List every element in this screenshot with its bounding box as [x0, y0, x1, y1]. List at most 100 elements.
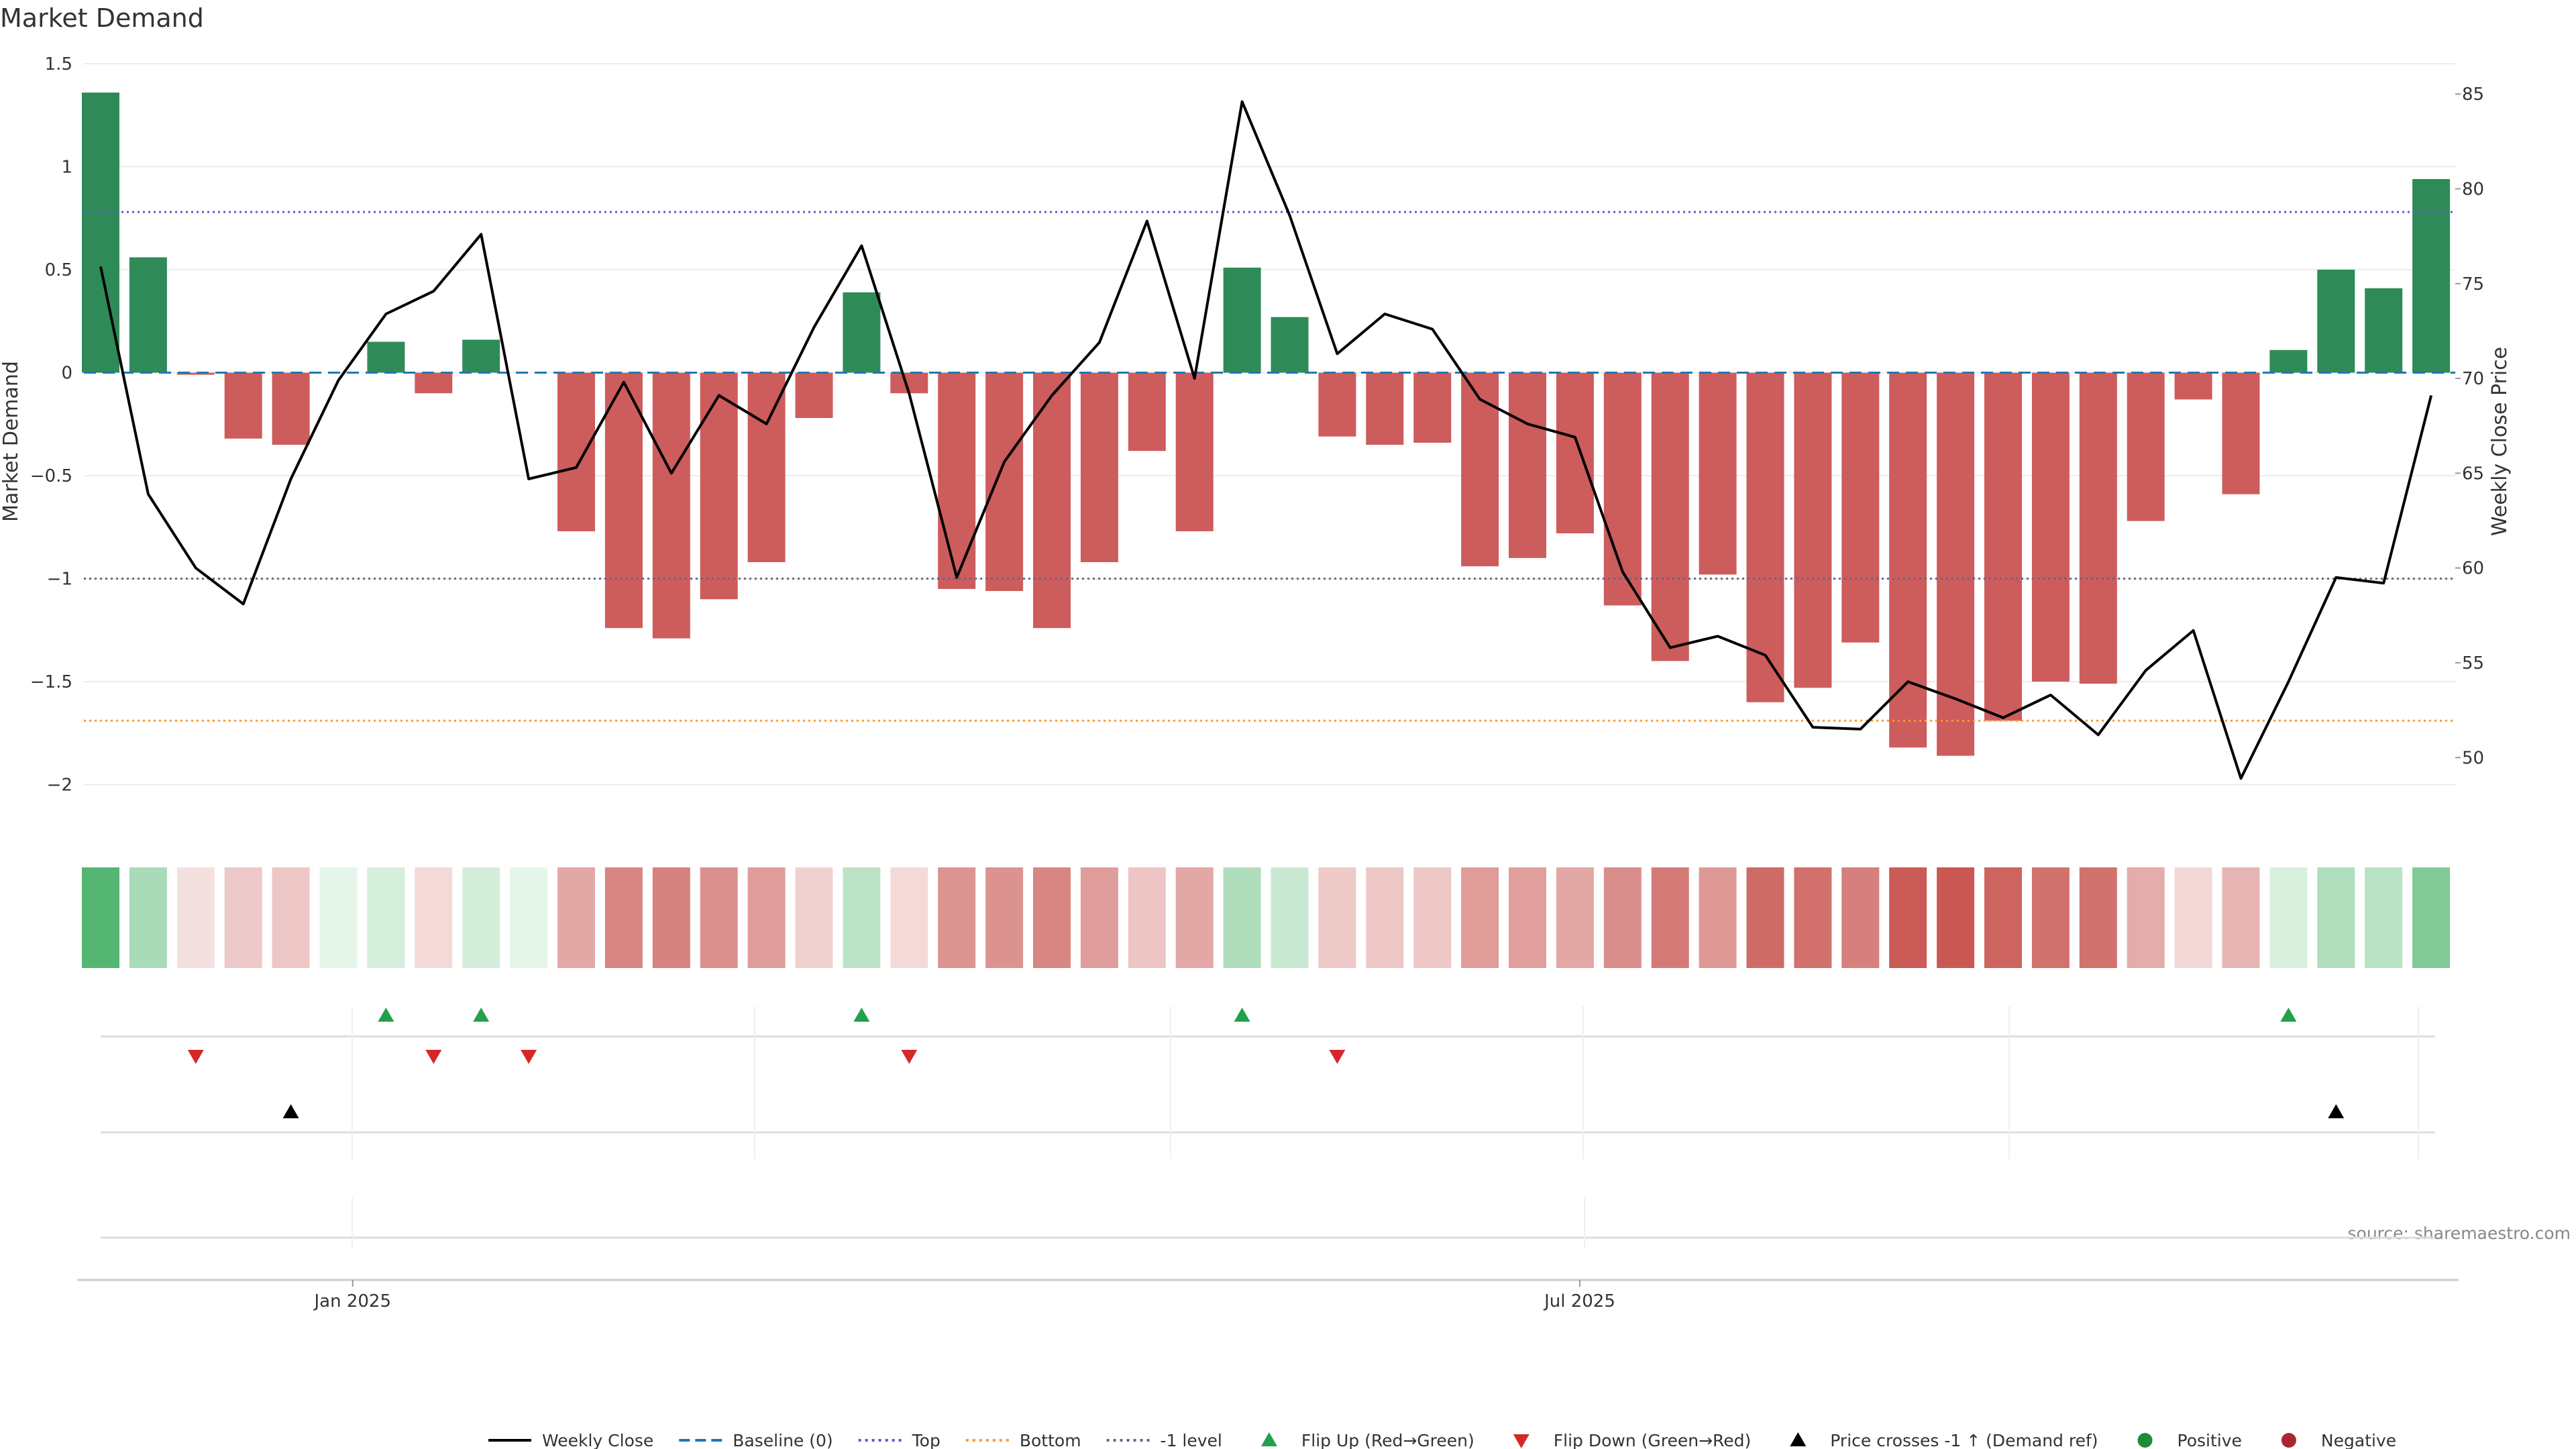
demand-price-panel: 1.5 1 0.5 0 −0.5 −1 −1.5 −2 85 80 75 70 65 60 55 50	[30, 54, 2484, 796]
positive-demand-bar	[462, 339, 500, 373]
demand-strip-cell	[2412, 867, 2451, 968]
demand-strip-cell	[2365, 867, 2403, 968]
demand-strip-cell	[224, 867, 262, 968]
negative-demand-bar	[176, 372, 215, 375]
negative-demand-bar	[2222, 372, 2260, 494]
demand-strip-cell	[272, 867, 310, 968]
flip-down-marker	[1329, 1050, 1346, 1064]
demand-strip-cell	[652, 867, 690, 968]
y2-tick-label: 85	[2462, 85, 2484, 105]
demand-strip-cell	[1937, 867, 1975, 968]
demand-strip-cell	[890, 867, 928, 968]
positive-demand-bar	[1271, 317, 1309, 373]
legend-label-3: Bottom	[1020, 1431, 1081, 1449]
negative-demand-bar	[1461, 372, 1499, 567]
demand-strip-cell	[843, 867, 881, 968]
flip-down-marker	[901, 1050, 918, 1064]
demand-strip-cell	[1223, 867, 1261, 968]
demand-strip-cell	[1413, 867, 1452, 968]
legend-marker-6	[1513, 1434, 1529, 1448]
positive-demand-bar	[2365, 288, 2403, 373]
source-note: source: sharemaestro.com	[2348, 1224, 2571, 1243]
y2-tick-label: 55	[2462, 653, 2484, 674]
legend-label-7: Price crosses -1 ↑ (Demand ref)	[1830, 1431, 2098, 1449]
negative-demand-bar	[700, 372, 738, 600]
demand-strip-cell	[1318, 867, 1356, 968]
legend-label-0: Weekly Close	[542, 1431, 653, 1449]
negative-demand-bar	[1413, 372, 1452, 443]
y-tick-label: 0	[61, 364, 72, 384]
demand-strip-cell	[1033, 867, 1071, 968]
demand-strip-cell	[1603, 867, 1642, 968]
flip-up-marker	[473, 1008, 490, 1022]
positive-demand-bar	[2412, 178, 2451, 373]
demand-strip-cell	[1461, 867, 1499, 968]
negative-demand-bar	[1889, 372, 1927, 748]
demand-strip-cell	[2222, 867, 2260, 968]
legend-marker-8	[2137, 1433, 2153, 1448]
negative-demand-bar	[1699, 372, 1737, 575]
demand-strip-cell	[2079, 867, 2117, 968]
flip-down-marker	[521, 1050, 537, 1064]
negative-demand-bar	[1937, 372, 1975, 756]
negative-demand-bar	[1556, 372, 1594, 534]
legend-marker-5	[1260, 1432, 1277, 1446]
positive-demand-bar	[367, 341, 405, 373]
demand-strip-cell	[1651, 867, 1689, 968]
demand-strip-cell	[1841, 867, 1880, 968]
negative-demand-bar	[415, 372, 453, 394]
negative-demand-bar	[1746, 372, 1784, 702]
y2-tick-label: 50	[2462, 748, 2484, 768]
demand-strip-cell	[1556, 867, 1594, 968]
demand-strip-cell	[1699, 867, 1737, 968]
flip-down-marker	[425, 1050, 442, 1064]
demand-strip-cell	[1889, 867, 1927, 968]
negative-demand-bar	[1651, 372, 1689, 661]
negative-demand-bar	[747, 372, 786, 563]
negative-demand-bar	[557, 372, 595, 531]
y2-tick-label: 65	[2462, 464, 2484, 484]
y-axis-label: Market Demand	[0, 361, 23, 522]
negative-demand-bar	[604, 372, 643, 629]
positive-demand-bar	[2317, 270, 2355, 373]
negative-demand-bar	[938, 372, 976, 589]
demand-strip-cell	[1794, 867, 1832, 968]
demand-strip-cell	[1746, 867, 1784, 968]
legend-marker-9	[2281, 1433, 2296, 1448]
y2-tick-label: 75	[2462, 274, 2484, 294]
demand-strip-cell	[176, 867, 215, 968]
demand-strip-cell	[462, 867, 500, 968]
negative-demand-bar	[2174, 372, 2212, 400]
negative-demand-bar	[1128, 372, 1166, 451]
y-tick-label: 1.5	[45, 54, 72, 74]
demand-strip-cell	[1080, 867, 1118, 968]
demand-strip-cell	[129, 867, 167, 968]
demand-strip-cell	[1509, 867, 1546, 968]
event-markers-panel: Jan 2025 Jul 2025	[77, 1006, 2459, 1311]
negative-demand-bar	[1033, 372, 1071, 629]
negative-demand-bar	[795, 372, 833, 419]
demand-strip-cell	[2031, 867, 2070, 968]
y-tick-label: −1	[47, 570, 72, 590]
demand-strip-cell	[2317, 867, 2355, 968]
negative-demand-bar	[2127, 372, 2165, 521]
negative-demand-bar	[272, 372, 310, 445]
y-tick-label: −0.5	[30, 466, 72, 486]
demand-strip-cell	[795, 867, 833, 968]
weekly-close-line	[99, 100, 2433, 780]
demand-strip-cell	[700, 867, 738, 968]
demand-heat-strip	[82, 867, 2451, 968]
negative-demand-bar	[1175, 372, 1214, 531]
demand-strip-cell	[2127, 867, 2165, 968]
demand-strip-cell	[985, 867, 1024, 968]
demand-strip-cell	[557, 867, 595, 968]
demand-strip-cell	[2174, 867, 2212, 968]
demand-strip-cell	[367, 867, 405, 968]
chart-title: Market Demand	[0, 3, 204, 33]
legend-label-4: -1 level	[1161, 1431, 1222, 1449]
y2-tick-label: 60	[2462, 559, 2484, 579]
positive-demand-bar	[843, 292, 881, 373]
demand-strip-cell	[415, 867, 453, 968]
positive-demand-bar	[1223, 267, 1261, 373]
